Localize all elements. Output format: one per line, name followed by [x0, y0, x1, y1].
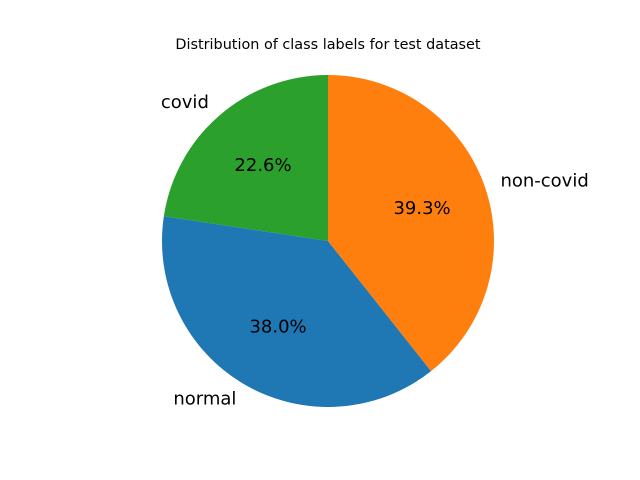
pie-labels: 22.6% covid 38.0% normal 39.3% non-covid	[161, 92, 589, 409]
pct-label-non-covid: 39.3%	[393, 198, 450, 219]
chart-title: Distribution of class labels for test da…	[175, 37, 480, 53]
pie-slice-non-covid	[328, 75, 494, 372]
pie-slice-normal	[162, 216, 432, 407]
pie-slice-covid	[163, 75, 328, 241]
category-label-normal: normal	[173, 388, 236, 409]
pct-label-normal: 38.0%	[249, 317, 306, 338]
category-label-covid: covid	[161, 92, 209, 113]
pie-slices	[162, 75, 494, 407]
pct-label-covid: 22.6%	[234, 155, 291, 176]
category-label-non-covid: non-covid	[500, 170, 588, 191]
